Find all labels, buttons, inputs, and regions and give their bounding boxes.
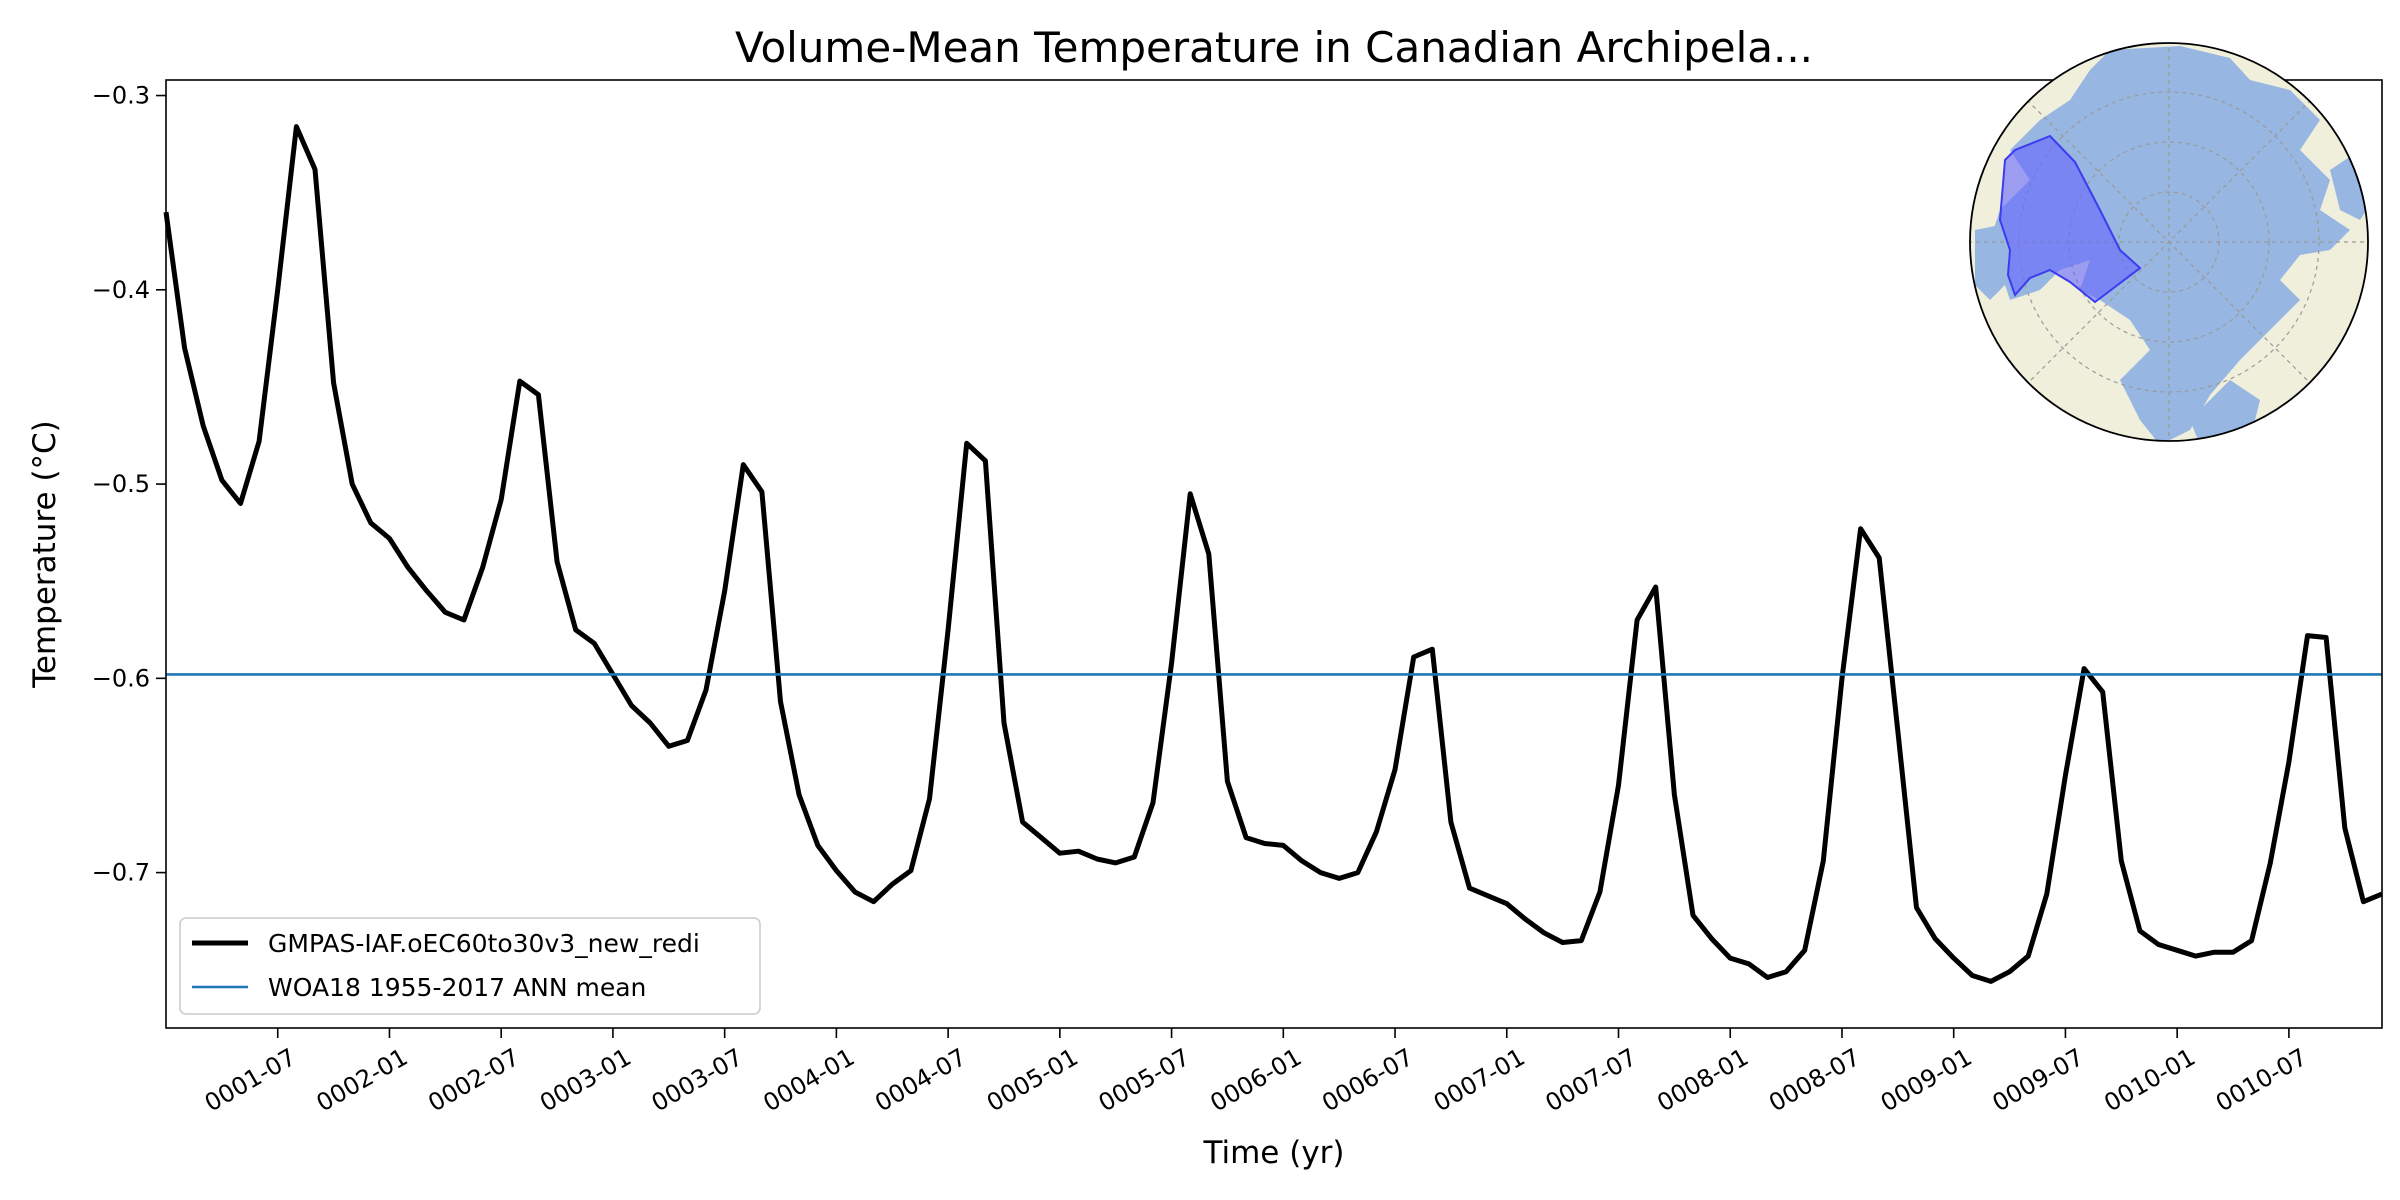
legend-label-model: GMPAS-IAF.oEC60to30v3_new_redi bbox=[268, 929, 700, 958]
y-tick-label: −0.3 bbox=[92, 82, 150, 110]
plot-area bbox=[163, 79, 2383, 1029]
chart-title: Volume-Mean Temperature in Canadian Arch… bbox=[735, 23, 1813, 72]
arctic-ocean bbox=[1990, 46, 2350, 441]
canadian-archipelago-region bbox=[1998, 134, 2142, 304]
legend-label-obs: WOA18 1955-2017 ANN mean bbox=[268, 973, 646, 1002]
y-tick-label: −0.5 bbox=[92, 470, 150, 498]
hudson-bay bbox=[1975, 225, 2015, 300]
y-tick-label: −0.4 bbox=[92, 276, 150, 304]
y-tick-label: −0.6 bbox=[92, 664, 150, 692]
inset-map bbox=[1969, 42, 2369, 442]
y-axis-label: Temperature (°C) bbox=[27, 420, 63, 689]
legend: GMPAS-IAF.oEC60to30v3_new_redi WOA18 195… bbox=[179, 917, 761, 1015]
series-line-model bbox=[163, 124, 2383, 984]
y-tick-label: −0.7 bbox=[92, 859, 150, 887]
y-axis: −0.3 −0.4 −0.5 −0.6 −0.7 bbox=[92, 82, 166, 887]
plot-frame bbox=[165, 79, 2383, 1029]
x-axis-label: Time (yr) bbox=[1203, 1135, 1345, 1171]
